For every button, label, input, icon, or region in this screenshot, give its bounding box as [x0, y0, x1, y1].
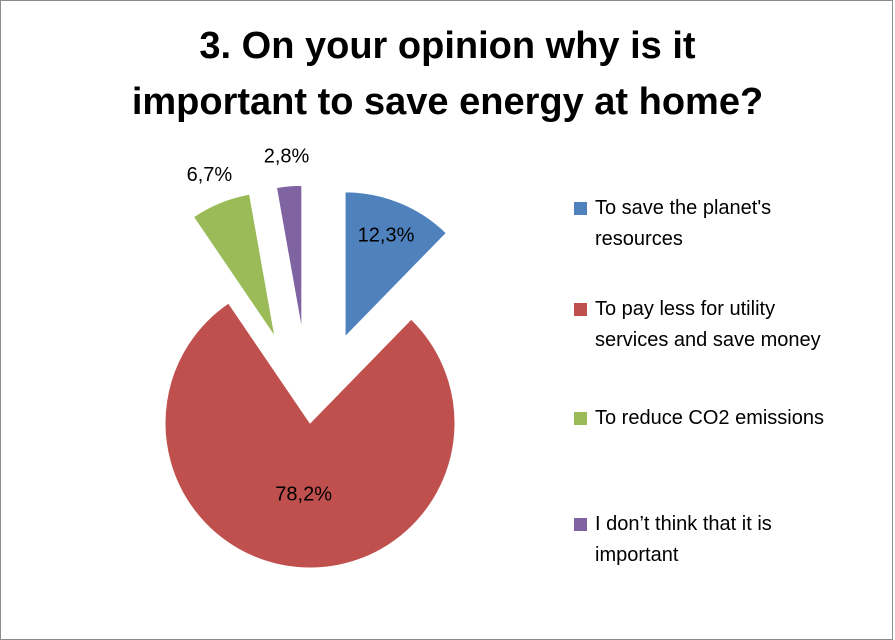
chart-title: 3. On your opinion why is it important t… [0, 18, 895, 130]
legend-label-line: important [595, 544, 679, 566]
legend-swatch-not-important [574, 518, 587, 531]
data-label-not-important: 2,8% [264, 145, 310, 167]
pie-slice-pay-less [164, 302, 456, 569]
legend-item-reduce-co2: To reduce CO2 emissions [574, 403, 880, 434]
legend-swatch-pay-less [574, 303, 587, 316]
legend-item-pay-less: To pay less for utility services and sav… [574, 294, 880, 356]
legend-label-line: To save the planet's [595, 197, 772, 219]
pie-chart: 12,3% 78,2% 6,7% 2,8% [164, 145, 456, 569]
legend-swatch-planet-resources [574, 202, 587, 215]
legend-label-pay-less: To pay less for utility services and sav… [595, 294, 880, 356]
legend-label-reduce-co2: To reduce CO2 emissions [595, 403, 880, 434]
legend-swatch-reduce-co2 [574, 412, 587, 425]
data-label-reduce-co2: 6,7% [187, 164, 233, 186]
chart-title-line-2: important to save energy at home? [131, 81, 764, 123]
legend-item-not-important: I don’t think that it is important [574, 509, 880, 571]
legend-label-not-important: I don’t think that it is important [595, 509, 880, 571]
pie-slice-planet-resources [344, 191, 447, 339]
data-label-pay-less: 78,2% [275, 484, 332, 506]
data-label-planet-resources: 12,3% [358, 224, 415, 246]
legend-label-line: To pay less for utility [595, 298, 776, 320]
legend-label-line: I don’t think that it is [595, 513, 772, 535]
pie-slice-reduce-co2 [192, 193, 276, 338]
legend-label-line: To reduce CO2 emissions [595, 407, 824, 429]
chart-title-line-1: 3. On your opinion why is it [199, 25, 696, 67]
legend-item-planet-resources: To save the planet's resources [574, 193, 880, 255]
legend-label-planet-resources: To save the planet's resources [595, 193, 880, 255]
legend-label-line: resources [595, 228, 683, 250]
pie-slice-not-important [275, 184, 303, 331]
legend-label-line: services and save money [595, 329, 821, 351]
